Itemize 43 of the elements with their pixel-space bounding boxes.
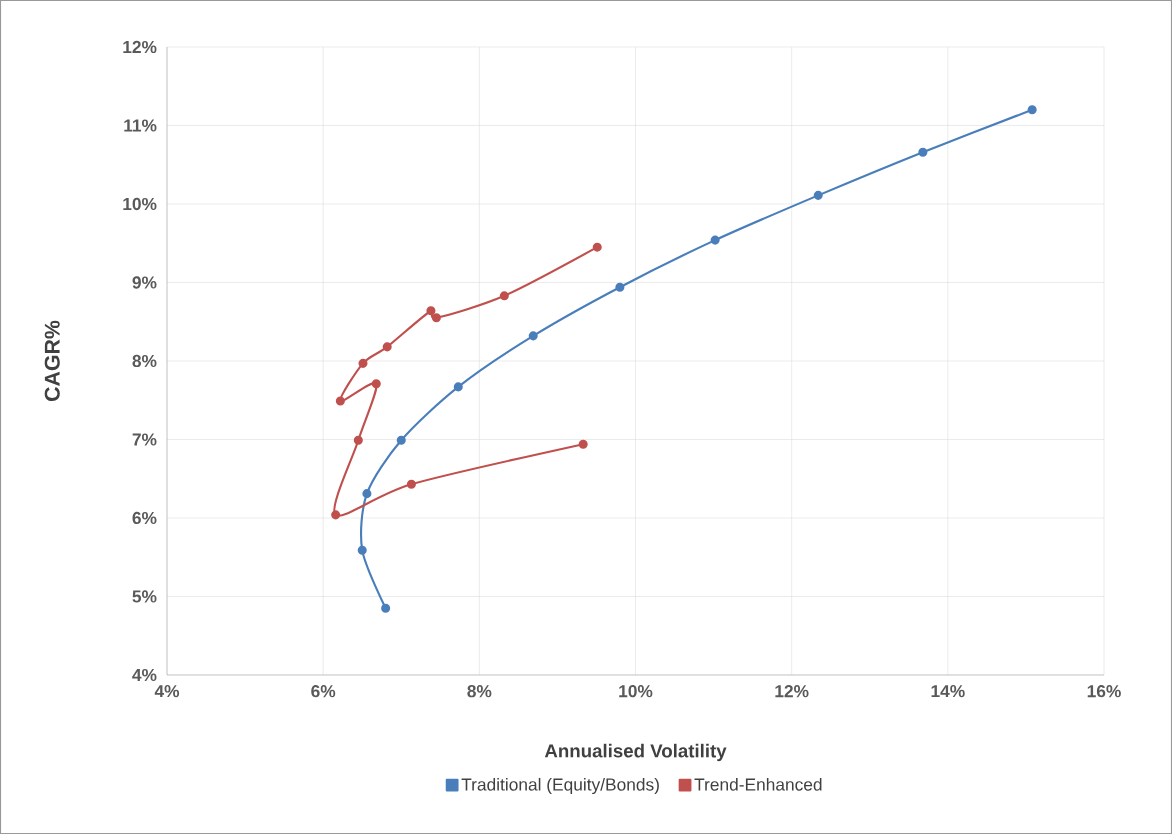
x-tick-label: 4% — [154, 685, 180, 698]
point — [353, 435, 363, 445]
point — [813, 190, 823, 200]
x-tick-label: 12% — [775, 685, 809, 698]
point — [396, 435, 406, 445]
y-tick-label: 4% — [132, 668, 157, 682]
point — [371, 379, 381, 389]
y-tick-label: 5% — [132, 590, 157, 603]
point — [358, 358, 368, 368]
point — [431, 313, 441, 323]
x-tick-label: 16% — [1087, 685, 1121, 698]
point — [1027, 105, 1037, 115]
point — [592, 242, 602, 252]
y-tick-label: 12% — [123, 40, 157, 54]
y-tick-label: 7% — [132, 433, 157, 446]
point — [362, 489, 372, 499]
y-tick-label: 6% — [132, 511, 157, 525]
point — [331, 510, 341, 520]
y-tick-label: 10% — [123, 197, 157, 211]
legend-label: Traditional (Equity/Bonds) — [461, 777, 659, 795]
point — [528, 331, 538, 341]
point — [615, 282, 625, 292]
y-tick-label: 11% — [124, 119, 157, 132]
y-tick-label: 9% — [132, 276, 157, 289]
point — [357, 545, 367, 555]
point — [499, 291, 509, 301]
legend-label: Trend-Enhanced — [694, 777, 822, 791]
point — [918, 147, 928, 157]
point — [426, 306, 436, 316]
y-tick-label: 8% — [132, 354, 157, 368]
point — [453, 382, 463, 392]
x-tick-label: 6% — [311, 685, 336, 698]
x-tick-label: 10% — [619, 685, 653, 698]
point — [710, 235, 720, 245]
x-tick-label: 14% — [931, 685, 965, 698]
x-tick-label: 8% — [467, 685, 492, 698]
point — [406, 479, 416, 489]
x-axis-title: Annualised Volatility — [544, 743, 727, 762]
y-axis-title: CAGR% — [44, 320, 60, 401]
point — [335, 396, 345, 406]
point — [578, 439, 588, 449]
point — [382, 342, 392, 352]
point — [381, 603, 391, 613]
